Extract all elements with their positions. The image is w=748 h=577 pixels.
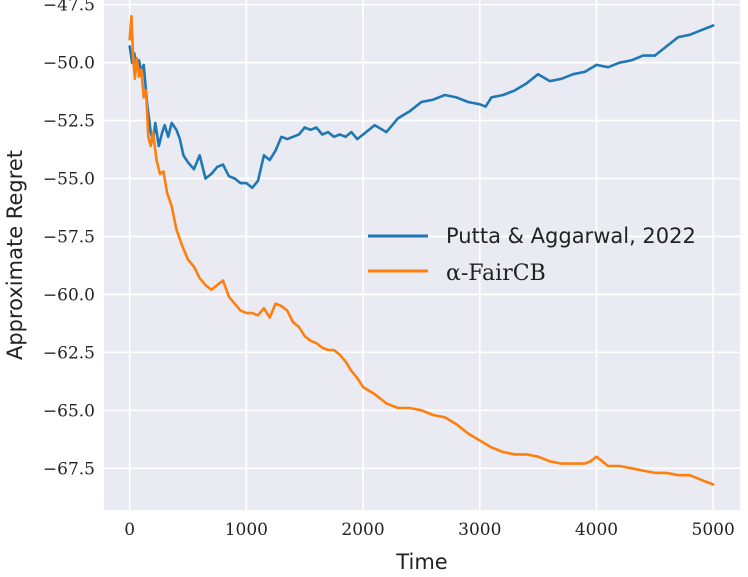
- y-tick-labels: −47.5 −50.0 −52.5 −55.0 −57.5 −60.0 −62.5 −65.0…: [43, 0, 95, 479]
- series-line-putta: [128, 24, 715, 190]
- x-tick-label: 3000: [458, 520, 501, 540]
- y-tick-label: −67.5: [43, 459, 95, 479]
- series-lines: [128, 14, 715, 486]
- x-tick-label: 1000: [225, 520, 268, 540]
- y-tick-label: −50.0: [43, 54, 95, 74]
- y-tick-label: −47.5: [43, 0, 95, 16]
- legend: Putta & Aggarwal, 2022 α-FairCB: [368, 224, 696, 286]
- y-axis-label: Approximate Regret: [3, 150, 27, 360]
- y-tick-label: −62.5: [43, 343, 95, 363]
- legend-label-putta: Putta & Aggarwal, 2022: [446, 224, 696, 248]
- x-tick-label: 5000: [692, 520, 735, 540]
- plot-area: [104, 0, 740, 510]
- x-tick-label: 4000: [575, 520, 618, 540]
- y-tick-label: −57.5: [43, 227, 95, 247]
- x-tick-label: 0: [124, 520, 135, 540]
- y-tick-label: −65.0: [43, 401, 95, 421]
- x-tick-labels: 0 1000 2000 3000 4000 5000: [124, 520, 735, 540]
- y-tick-label: −52.5: [43, 112, 95, 132]
- legend-label-alpha-faircb: α-FairCB: [446, 261, 546, 286]
- x-axis-label: Time: [395, 550, 447, 574]
- series-line-alpha-faircb: [128, 14, 715, 486]
- x-tick-label: 2000: [341, 520, 384, 540]
- y-tick-label: −60.0: [43, 285, 95, 305]
- y-tick-label: −55.0: [43, 170, 95, 190]
